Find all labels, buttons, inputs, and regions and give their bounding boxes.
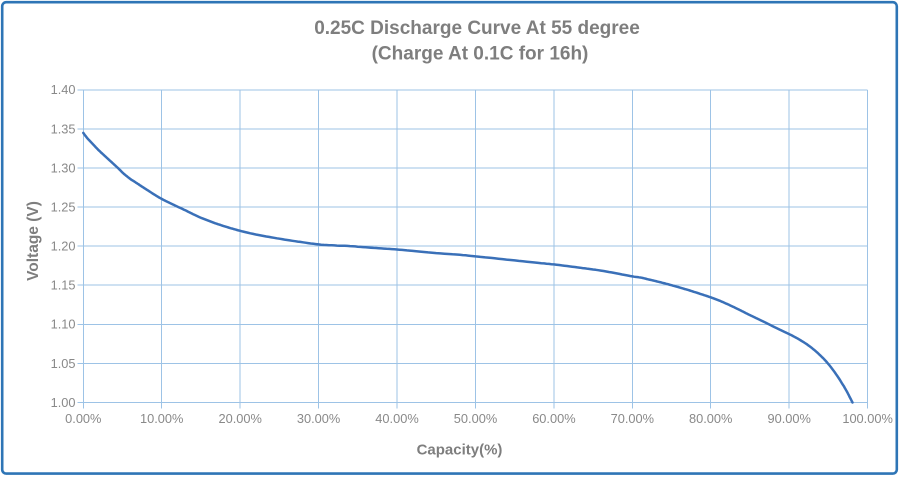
svg-text:60.00%: 60.00% [532, 411, 575, 426]
svg-text:Voltage (V): Voltage (V) [25, 201, 42, 281]
svg-text:1.30: 1.30 [51, 160, 76, 175]
svg-text:20.00%: 20.00% [218, 411, 261, 426]
svg-text:1.10: 1.10 [51, 317, 76, 332]
svg-text:40.00%: 40.00% [375, 411, 418, 426]
svg-text:80.00%: 80.00% [689, 411, 732, 426]
svg-text:1.25: 1.25 [51, 200, 76, 215]
svg-text:1.35: 1.35 [51, 121, 76, 136]
svg-text:0.25C Discharge Curve At 55 de: 0.25C Discharge Curve At 55 degree [314, 18, 640, 39]
svg-text:10.00%: 10.00% [140, 411, 183, 426]
svg-text:Capacity(%): Capacity(%) [417, 442, 503, 459]
svg-text:1.40: 1.40 [51, 82, 76, 97]
svg-text:1.20: 1.20 [51, 239, 76, 254]
svg-text:1.05: 1.05 [51, 356, 76, 371]
svg-text:1.15: 1.15 [51, 278, 76, 293]
svg-text:1.00: 1.00 [51, 395, 76, 410]
svg-text:50.00%: 50.00% [454, 411, 497, 426]
svg-text:0.00%: 0.00% [65, 411, 101, 426]
svg-text:(Charge At 0.1C for 16h): (Charge At 0.1C for 16h) [372, 44, 589, 65]
svg-text:100.00%: 100.00% [842, 411, 893, 426]
svg-text:90.00%: 90.00% [767, 411, 810, 426]
svg-text:30.00%: 30.00% [297, 411, 340, 426]
svg-text:70.00%: 70.00% [611, 411, 654, 426]
